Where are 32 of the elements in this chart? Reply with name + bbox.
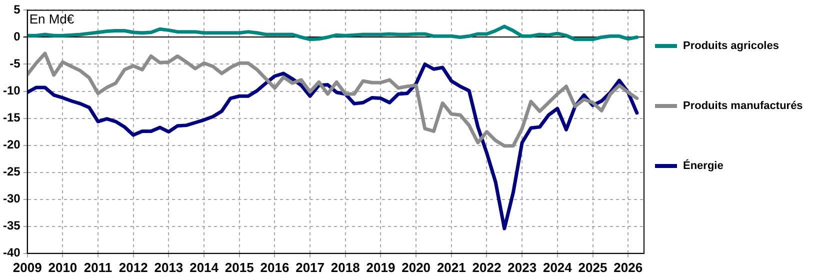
annotation: En Md€	[29, 11, 75, 26]
x-tick-label: 2011	[84, 260, 112, 275]
y-tick-label: -5	[10, 56, 21, 71]
legend-label: Produits agricoles	[683, 40, 779, 52]
y-tick-label: -30	[3, 192, 21, 206]
x-tick-label: 2016	[260, 260, 290, 275]
x-tick-label: 2020	[402, 260, 431, 275]
legend-label: Produits manufacturés	[683, 100, 803, 112]
x-tick-label: 2021	[436, 260, 466, 275]
x-tick-label: 2013	[154, 260, 184, 275]
y-tick-label: 5	[14, 2, 21, 17]
x-tick-label: 2026	[614, 260, 643, 275]
y-tick-label: -10	[3, 84, 21, 98]
x-tick-label: 2023	[508, 260, 537, 275]
x-tick-label: 2009	[12, 260, 42, 275]
y-tick-label: -40	[3, 246, 21, 260]
x-tick-label: 2017	[296, 260, 325, 275]
x-tick-label: 2019	[366, 260, 396, 275]
y-tick-label: -15	[3, 110, 21, 125]
x-tick-label: 2022	[472, 260, 502, 275]
legend-label: Énergie	[683, 160, 724, 172]
x-tick-label: 2018	[330, 260, 360, 275]
x-tick-label: 2025	[578, 260, 608, 275]
x-tick-label: 2024	[542, 260, 573, 275]
y-tick-label: -25	[3, 164, 21, 179]
x-tick-label: 2014	[190, 260, 220, 275]
x-tick-label: 2012	[118, 260, 148, 275]
y-tick-label: 0	[14, 30, 21, 44]
y-tick-label: -35	[3, 218, 21, 233]
x-tick-label: 2010	[48, 260, 78, 275]
y-tick-label: -20	[3, 138, 21, 152]
x-tick-label: 2015	[224, 260, 254, 275]
